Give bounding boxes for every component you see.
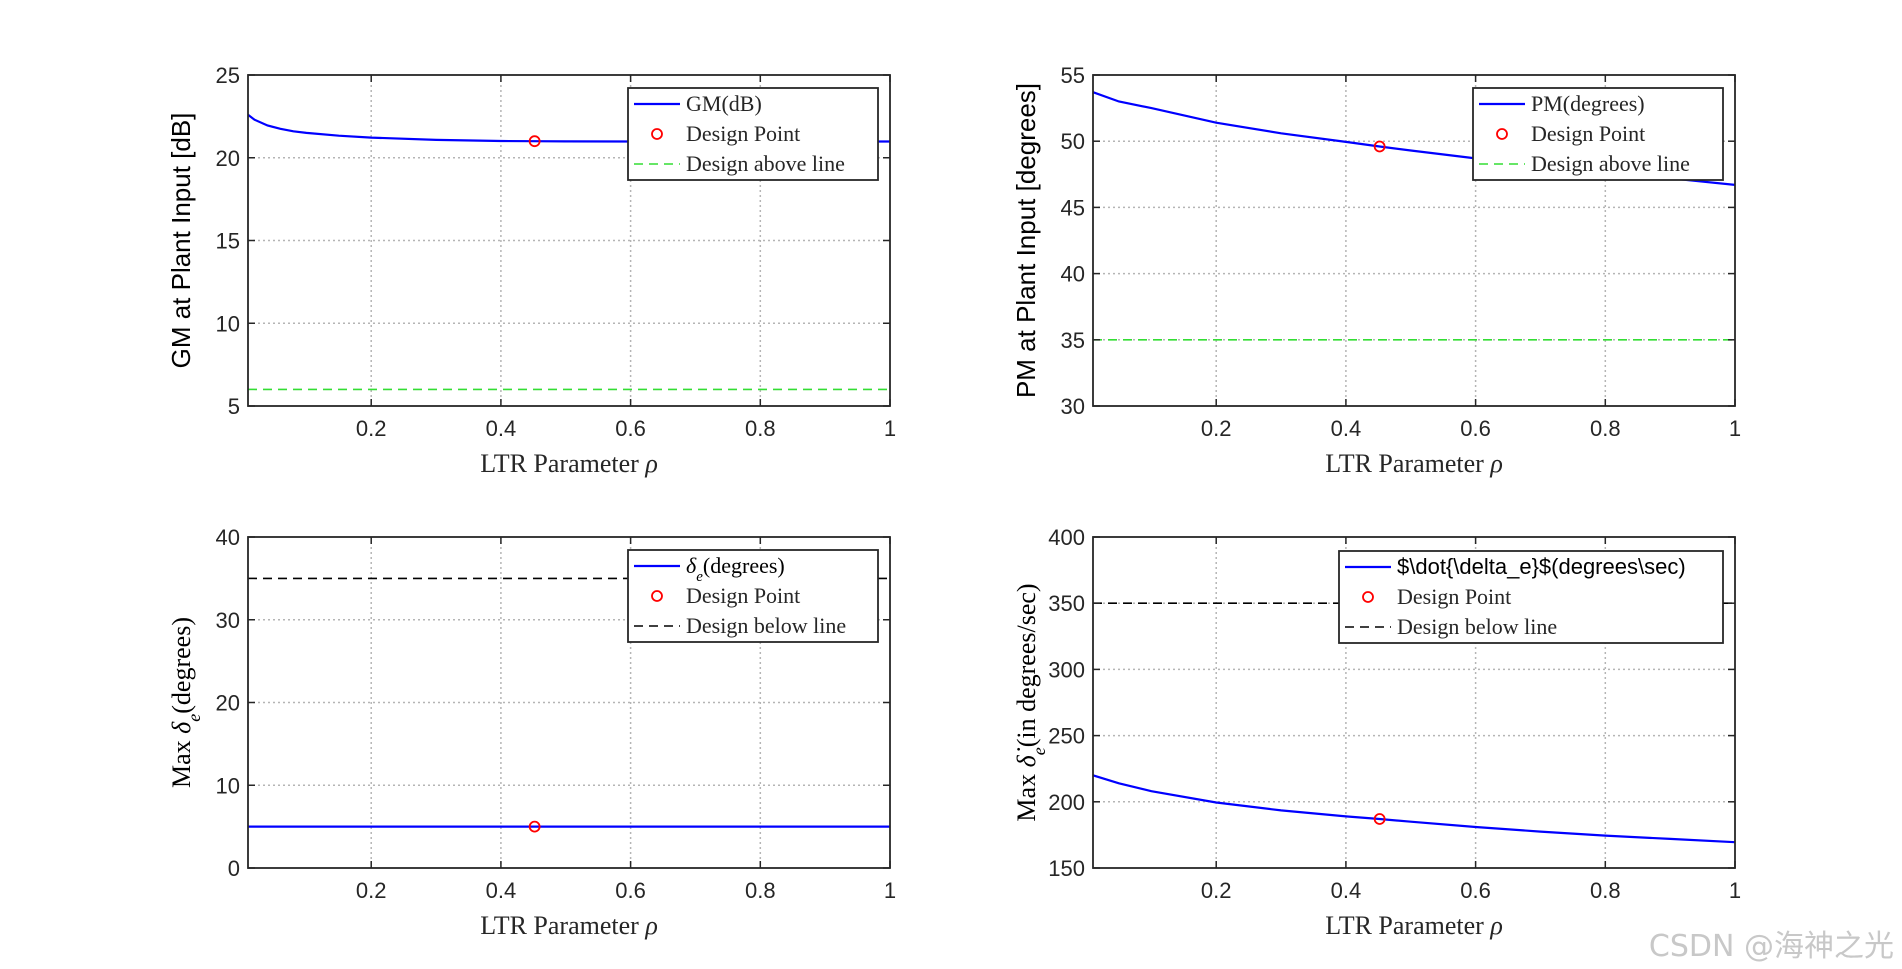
legend-label: Design below line [1397, 614, 1557, 639]
y-tick-label: 5 [228, 394, 240, 419]
legend-label: Design above line [1531, 151, 1690, 176]
y-tick-label: 45 [1061, 195, 1085, 220]
legend: PM(degrees) Design Point Design above line [1473, 88, 1723, 180]
legend: $\dot{\delta_e}$(degrees\sec) Design Poin… [1339, 551, 1723, 643]
y-axis-label: PM at Plant Input [degrees] [1011, 83, 1041, 398]
x-tick-label: 0.4 [1331, 416, 1362, 441]
y-axis-label: Max δ̇e(in degrees/sec) [1012, 583, 1049, 821]
y-tick-label: 30 [1061, 394, 1085, 419]
y-tick-label: 55 [1061, 63, 1085, 88]
subplot-pm: 0.2 0.4 0.6 0.8 1 30 35 40 45 50 55 LTR Parameter ρ… [1011, 63, 1741, 478]
y-tick-label: 30 [216, 608, 240, 633]
x-tick-label: 0.2 [356, 416, 387, 441]
x-tick-label: 0.4 [1331, 878, 1362, 903]
legend-label: Design below line [686, 613, 846, 638]
x-tick-label: 0.2 [1201, 416, 1232, 441]
legend-label: Design above line [686, 151, 845, 176]
x-tick-label: 0.6 [1460, 878, 1491, 903]
x-tick-label: 0.8 [745, 878, 776, 903]
y-tick-label: 400 [1048, 525, 1085, 550]
y-tick-label: 15 [216, 229, 240, 254]
y-tick-label: 0 [228, 856, 240, 881]
legend-label: Design Point [686, 121, 800, 146]
x-tick-label: 0.4 [486, 878, 517, 903]
y-tick-label: 10 [216, 311, 240, 336]
y-tick-label: 50 [1061, 129, 1085, 154]
x-tick-label: 1 [884, 416, 896, 441]
x-tick-label: 0.2 [356, 878, 387, 903]
x-tick-label: 0.2 [1201, 878, 1232, 903]
x-tick-label: 0.6 [1460, 416, 1491, 441]
y-axis-label: Max δe(degrees) [167, 617, 204, 788]
x-tick-label: 1 [1729, 416, 1741, 441]
y-tick-label: 300 [1048, 657, 1085, 682]
x-axis-label: LTR Parameter ρ [1325, 911, 1503, 940]
legend: GM(dB) Design Point Design above line [628, 88, 878, 180]
x-tick-label: 0.8 [745, 416, 776, 441]
x-tick-label: 0.6 [615, 878, 646, 903]
legend-label: PM(degrees) [1531, 91, 1645, 116]
y-tick-label: 20 [216, 146, 240, 171]
y-tick-label: 350 [1048, 591, 1085, 616]
y-tick-label: 150 [1048, 856, 1085, 881]
legend-label: Design Point [1531, 121, 1645, 146]
y-tick-label: 35 [1061, 328, 1085, 353]
legend-label: GM(dB) [686, 91, 762, 116]
y-tick-label: 10 [216, 773, 240, 798]
legend-label: Design Point [1397, 584, 1511, 609]
y-tick-label: 250 [1048, 724, 1085, 749]
x-axis-label: LTR Parameter ρ [480, 449, 658, 478]
x-tick-label: 0.8 [1590, 878, 1621, 903]
watermark: CSDN @海神之光 [1649, 921, 1894, 965]
x-tick-label: 1 [884, 878, 896, 903]
y-tick-label: 20 [216, 691, 240, 716]
x-tick-label: 0.4 [486, 416, 517, 441]
x-axis-label: LTR Parameter ρ [480, 911, 658, 940]
y-tick-label: 200 [1048, 790, 1085, 815]
x-axis-label: LTR Parameter ρ [1325, 449, 1503, 478]
y-tick-label: 40 [1061, 262, 1085, 287]
y-tick-label: 25 [216, 63, 240, 88]
x-tick-label: 0.8 [1590, 416, 1621, 441]
figure-canvas: 0.2 0.4 0.6 0.8 1510152025LTR Parameter ρGM … [0, 0, 1902, 969]
legend-label: Design Point [686, 583, 800, 608]
x-tick-label: 0.6 [615, 416, 646, 441]
x-tick-label: 1 [1729, 878, 1741, 903]
subplot-deltadot: 0.2 0.4 0.6 0.8 1 150 200 250 300 350 400 LTR Param… [1012, 525, 1741, 940]
y-tick-label: 40 [216, 525, 240, 550]
legend-label: $\dot{\delta_e}$(degrees\sec) [1397, 554, 1686, 579]
y-axis-label: GM at Plant Input [dB] [166, 113, 196, 369]
